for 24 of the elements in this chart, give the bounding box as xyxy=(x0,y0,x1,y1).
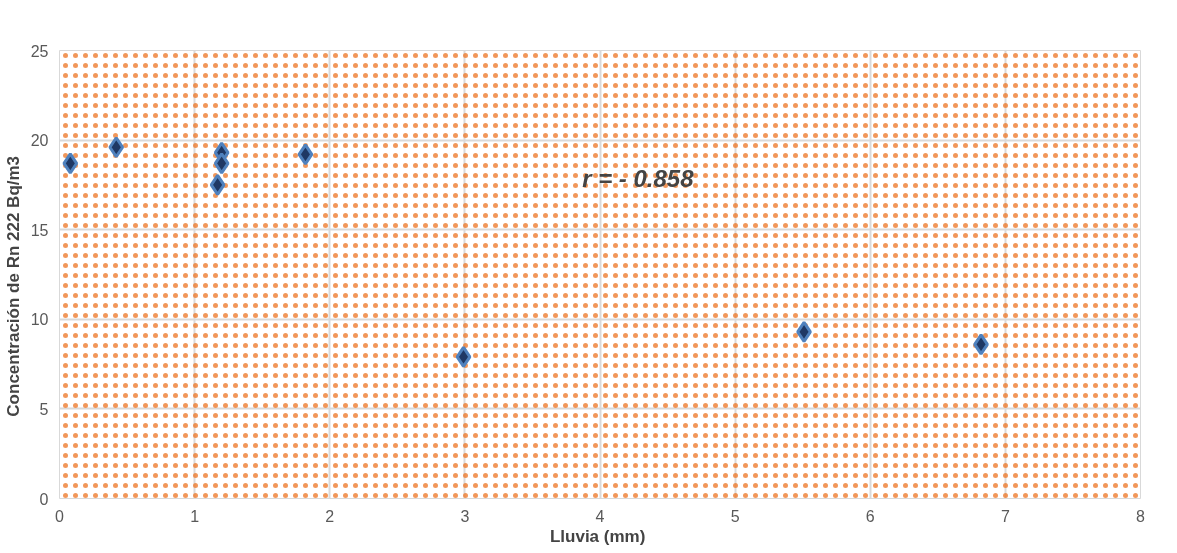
x-tick-label: 8 xyxy=(1136,507,1146,525)
x-tick-label: 2 xyxy=(325,507,335,525)
y-axis-title: Concentración de Rn 222 Bq/m3 xyxy=(3,155,23,417)
y-tick-label: 25 xyxy=(30,42,49,60)
x-tick-label: 4 xyxy=(595,507,605,525)
x-tick-label: 1 xyxy=(190,507,200,525)
point xyxy=(108,136,125,159)
x-tick-label: 7 xyxy=(1000,507,1010,525)
point xyxy=(209,173,226,196)
point xyxy=(62,152,79,175)
x-tick-label: 6 xyxy=(865,507,875,525)
x-tick-label: 5 xyxy=(730,507,740,525)
x-tick-label: 3 xyxy=(460,507,470,525)
point xyxy=(455,345,472,368)
annotation: r = - 0.858 xyxy=(582,164,695,192)
point xyxy=(297,143,314,166)
y-tick-label: 0 xyxy=(39,490,49,508)
x-tick-label: 0 xyxy=(55,507,65,525)
x-axis-title: Lluvia (mm) xyxy=(549,526,646,546)
y-tick-label: 5 xyxy=(39,400,49,418)
y-tick-label: 20 xyxy=(30,132,49,150)
point xyxy=(213,152,230,175)
y-tick-label: 15 xyxy=(30,221,49,239)
y-tick-label: 10 xyxy=(30,311,49,329)
